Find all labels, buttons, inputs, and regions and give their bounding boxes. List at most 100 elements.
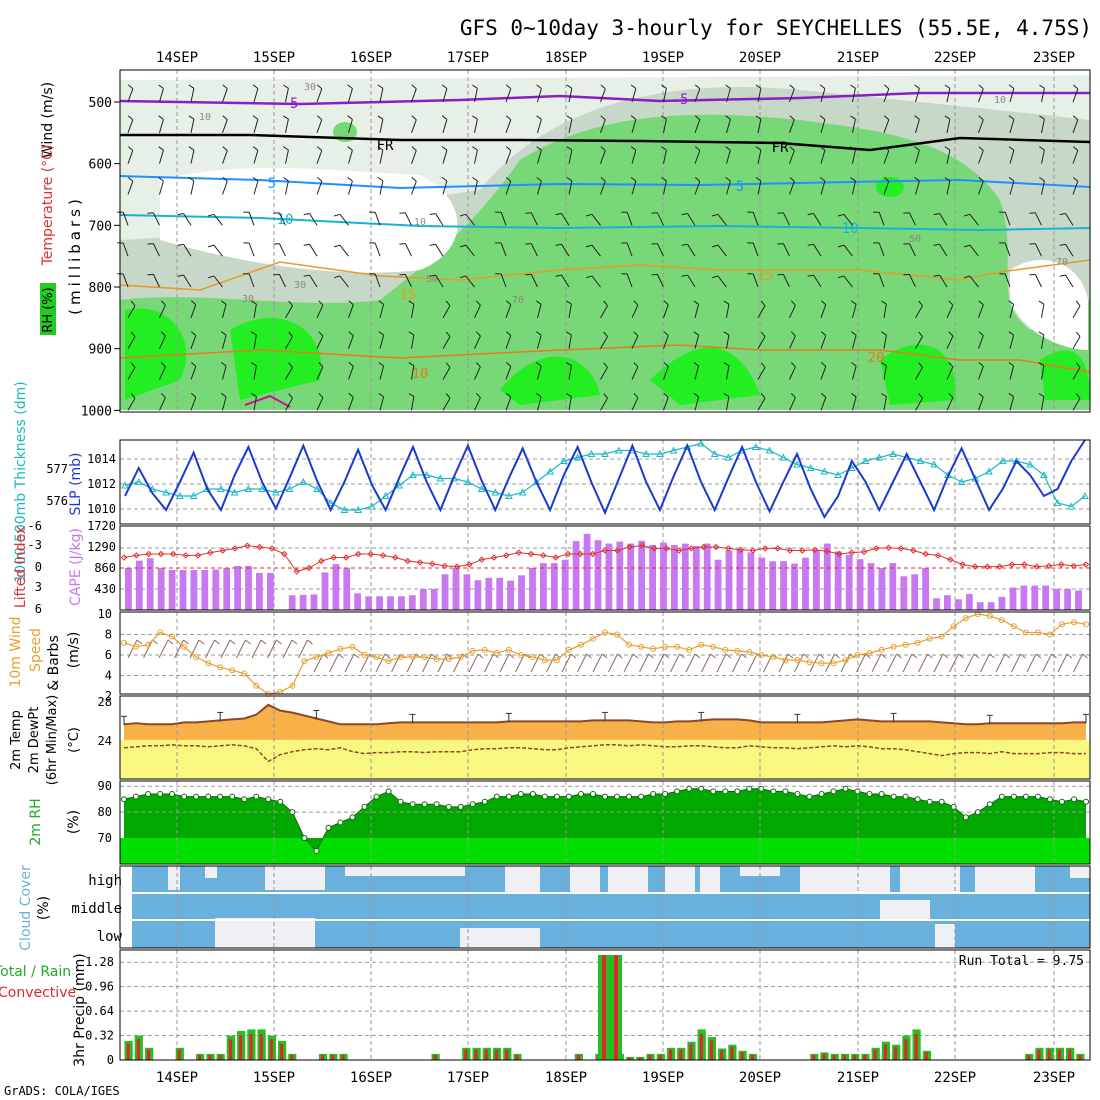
wind-barb xyxy=(789,181,795,195)
wind-barb-flag xyxy=(408,362,415,367)
rh-contour-label-4: 30 xyxy=(242,294,254,305)
wind-barb-flag xyxy=(127,146,134,151)
wind10m-barb-flag xyxy=(167,639,174,645)
cape-bar xyxy=(234,566,241,610)
wind-barb-flag xyxy=(651,243,658,245)
wind10m-speed-marker xyxy=(157,629,164,636)
wind-barb-flag xyxy=(963,244,971,248)
lifted-marker xyxy=(762,545,769,552)
rh2m-marker xyxy=(301,835,308,842)
rh2m-marker xyxy=(950,803,957,810)
wind10m-barb-flag xyxy=(601,653,608,659)
wind-barb-flag xyxy=(851,300,857,305)
wind-barb-flag xyxy=(399,243,406,245)
wind10m-barb-flag xyxy=(989,653,995,659)
cape-bar xyxy=(1009,587,1017,610)
wind-barb-flag xyxy=(505,362,512,367)
rh-label-2: (%) xyxy=(66,810,82,834)
wind-barb xyxy=(474,118,478,133)
precip-panel: 1.28 0.96 0.64 0.32 0 xyxy=(85,949,1091,1067)
wind-barb-flag xyxy=(1029,243,1036,245)
rh2m-marker xyxy=(445,803,452,810)
wind10m-speed-marker xyxy=(385,658,392,665)
wind-barb xyxy=(1009,88,1015,103)
lifted-marker xyxy=(984,563,991,570)
wind-barb xyxy=(591,275,601,288)
top-date-23SEP: 23SEP xyxy=(1033,50,1075,66)
wind-barb xyxy=(348,88,353,103)
wind-barb-flag xyxy=(536,300,542,305)
precip-convective-bar xyxy=(628,1057,632,1060)
wind10m-barb xyxy=(701,653,711,673)
thickness-marker xyxy=(985,467,993,475)
cape-bar xyxy=(583,533,591,610)
cape-bar xyxy=(135,560,143,610)
rh2m-marker xyxy=(361,803,368,810)
wind-barb-flag xyxy=(948,331,954,337)
wind10m-barb-flag xyxy=(803,653,809,659)
wind-barb xyxy=(159,366,166,380)
wind-barb xyxy=(152,274,160,288)
wind-barb xyxy=(631,88,637,103)
wind-barb-flag xyxy=(333,275,341,279)
wind-barb-flag xyxy=(472,146,478,151)
wind-barb-flag xyxy=(333,213,341,217)
wind10m-barb-flag xyxy=(570,653,577,659)
wind-barb xyxy=(757,305,766,319)
wind-barb xyxy=(465,275,475,288)
precip-frame xyxy=(119,949,1091,1061)
wind-barb xyxy=(316,181,323,195)
wind-barb-flag xyxy=(536,176,542,182)
wind10m-barb xyxy=(484,653,494,673)
cape-bar xyxy=(856,559,864,610)
thickness-marker xyxy=(998,456,1007,464)
wind-barb-flag xyxy=(378,361,384,367)
rh2m-marker xyxy=(133,793,139,800)
wind10m-barb xyxy=(1042,653,1052,673)
cloud-white-block-14 xyxy=(880,900,930,920)
lifted-marker xyxy=(145,550,152,558)
wind-barb-flag xyxy=(978,146,984,151)
wind10m-barb xyxy=(313,653,324,673)
wind-barb-flag xyxy=(536,146,542,151)
wind-barb xyxy=(278,212,286,226)
wind-barb-flag xyxy=(850,361,857,367)
wind10m-barb xyxy=(205,639,215,659)
wind-barb-flag xyxy=(190,300,197,306)
wind-barb-flag xyxy=(283,84,289,89)
cape-bar xyxy=(1020,585,1028,610)
lifted-marker xyxy=(663,545,670,552)
rh2m-base-fill xyxy=(120,838,1090,864)
cape-bar xyxy=(223,568,231,610)
lifted-marker xyxy=(441,562,448,570)
bottom-date-labels: 14SEP 15SEP 16SEP 17SEP 18SEP 19SEP 20SEP 21SEP… xyxy=(156,1070,1075,1086)
wind-barb-flag xyxy=(505,146,512,151)
wind-barb xyxy=(663,335,669,349)
rh2m-marker xyxy=(866,791,873,797)
wind-barb-flag xyxy=(1029,273,1036,276)
wind-barb-flag xyxy=(883,146,890,151)
wind-barb xyxy=(663,88,667,103)
cape-frame xyxy=(119,525,1091,611)
wind10m-barb-flag xyxy=(245,639,251,645)
cape-bar xyxy=(441,574,449,610)
rh2m-marker xyxy=(938,798,945,805)
wind-barb xyxy=(820,366,827,380)
wind-barb xyxy=(600,181,606,195)
wind10m-barb xyxy=(856,653,866,673)
wind-barb-flag xyxy=(1038,393,1045,398)
wind-barb-flag xyxy=(377,177,384,182)
thickness-marker xyxy=(381,491,390,499)
top-date-21SEP: 21SEP xyxy=(837,50,879,66)
wind-barb xyxy=(190,304,197,319)
wind-barb-flag xyxy=(777,212,784,214)
rh2m-marker xyxy=(469,801,476,808)
wind-barb xyxy=(717,275,727,288)
wind-barb xyxy=(222,396,227,411)
wind-barb xyxy=(1065,274,1074,288)
cape-bar xyxy=(900,576,908,610)
cloud-white-block-11 xyxy=(900,866,960,892)
wind-barb xyxy=(782,274,790,288)
wind-barb-flag xyxy=(760,393,766,399)
lifted-marker xyxy=(182,552,189,559)
